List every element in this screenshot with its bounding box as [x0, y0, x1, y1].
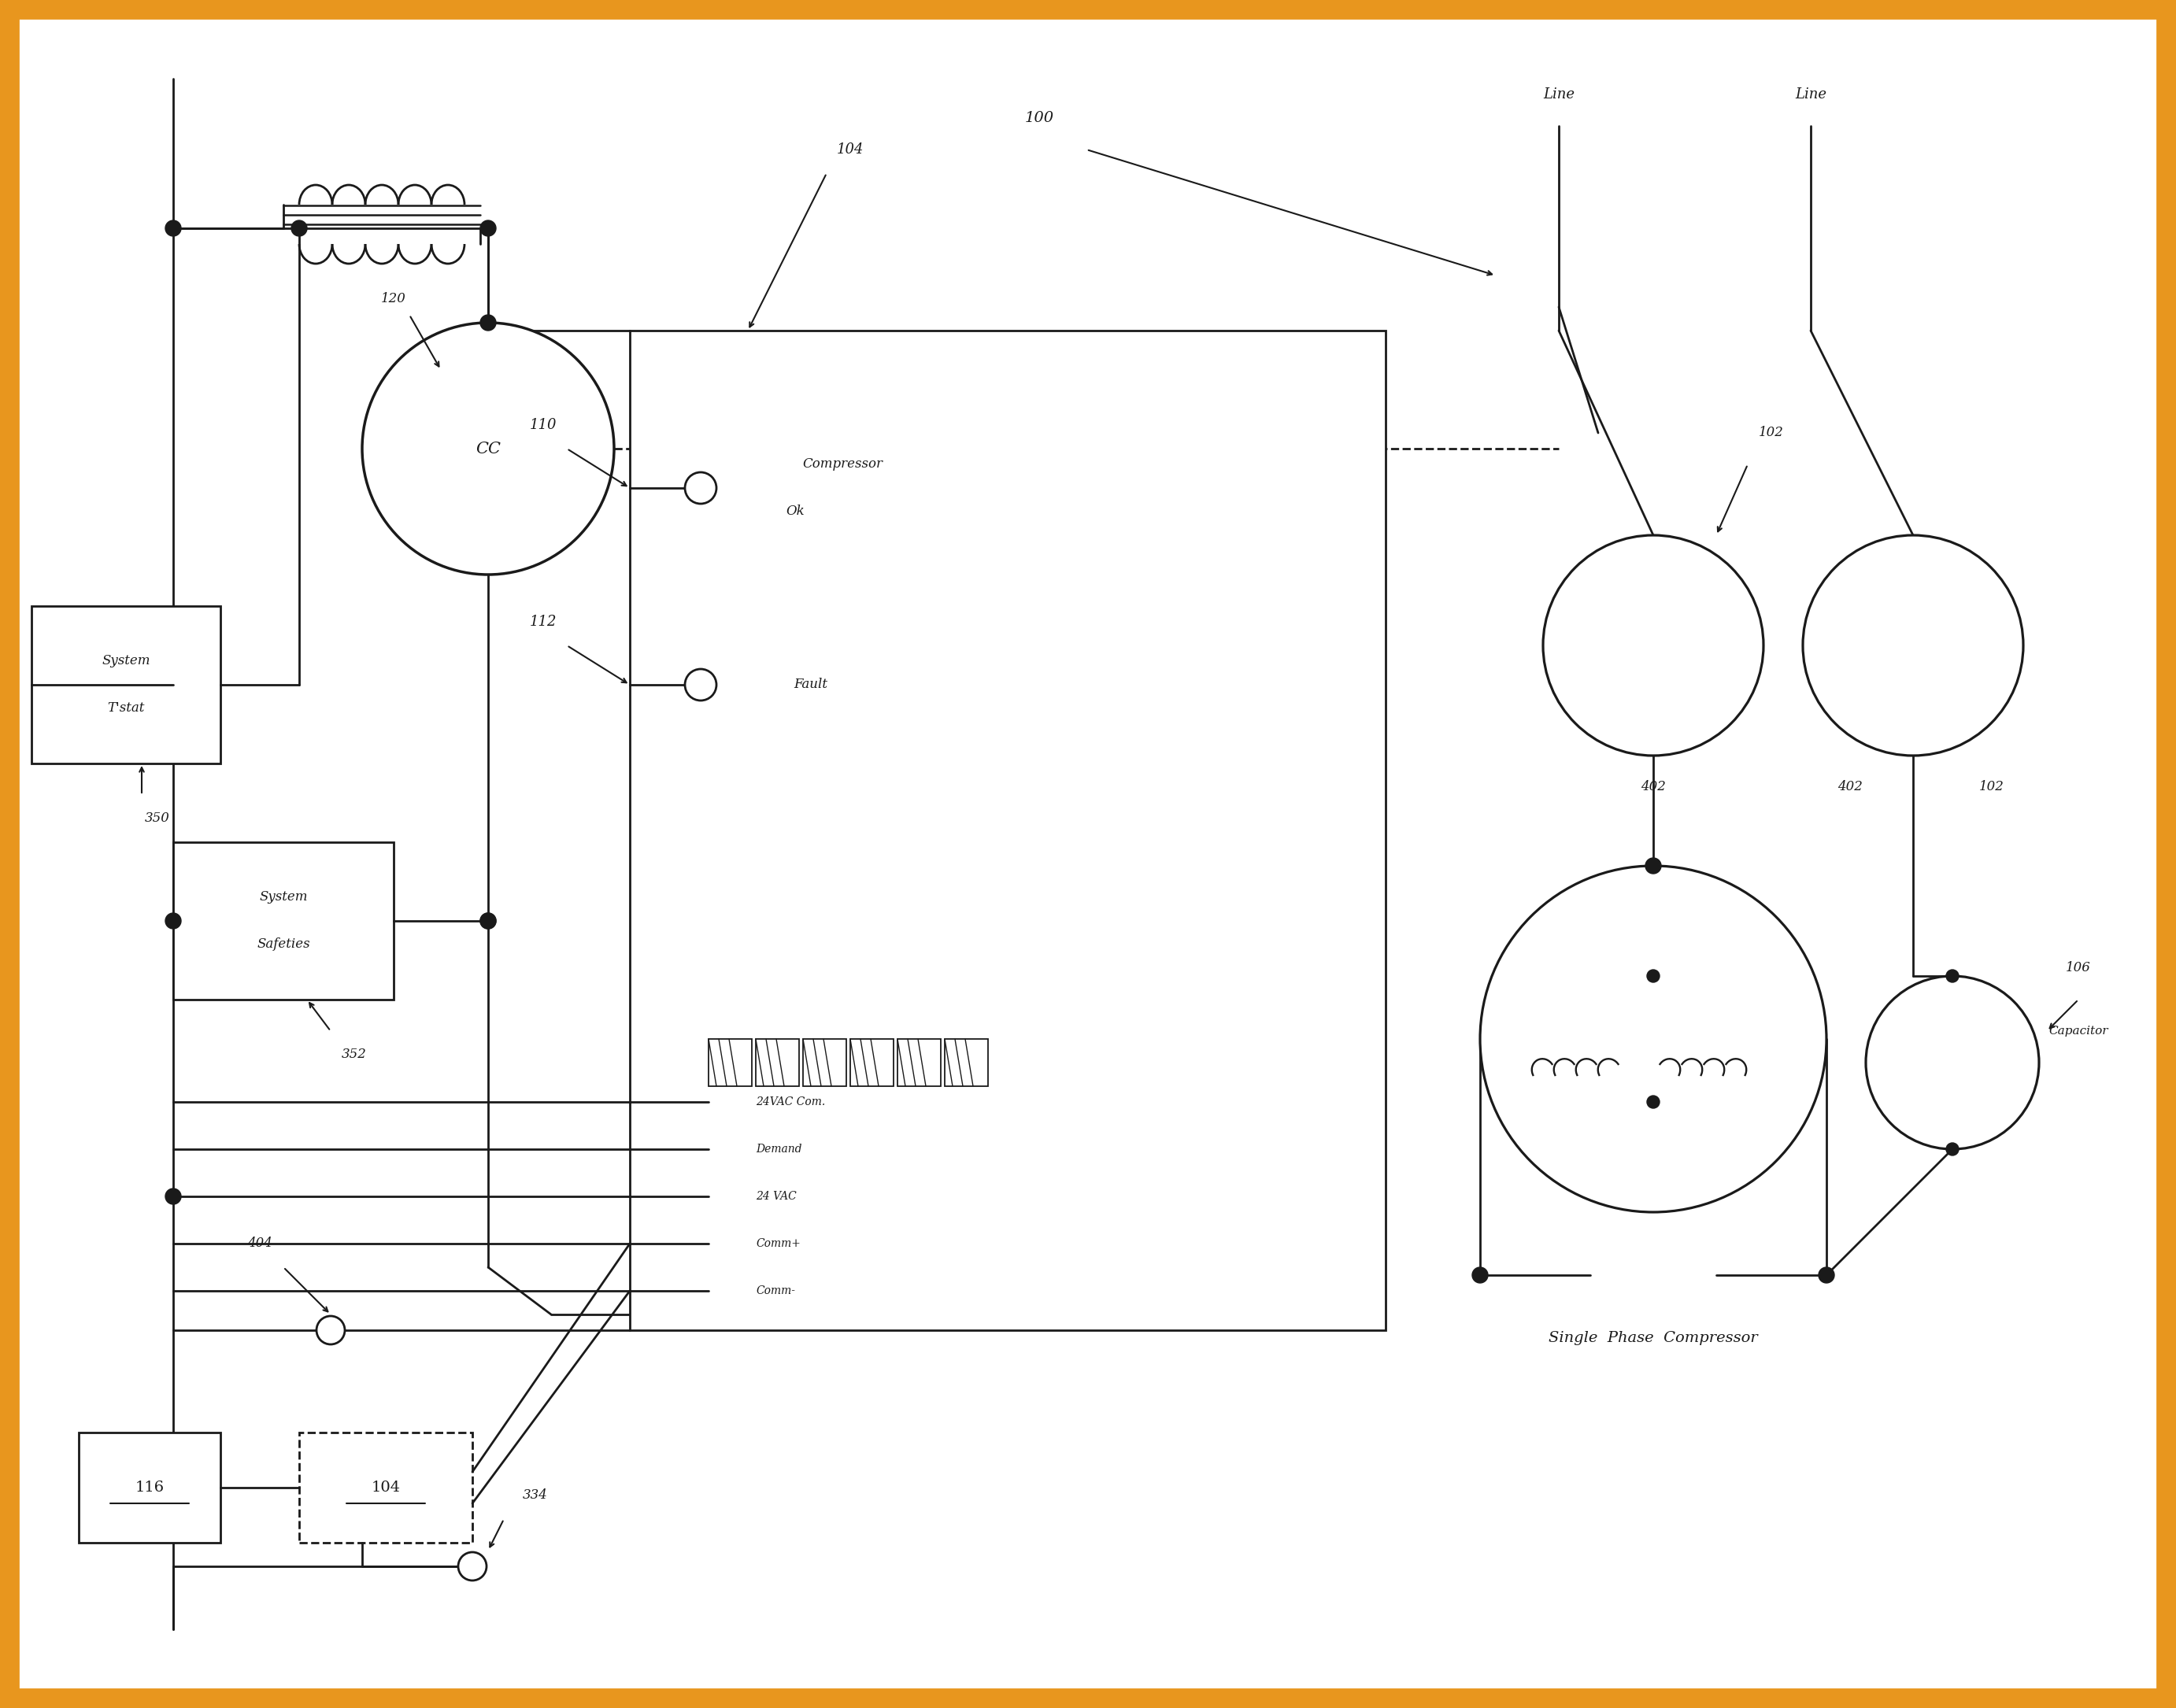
Text: Line: Line	[1543, 87, 1575, 101]
FancyBboxPatch shape	[709, 1038, 753, 1086]
Text: System: System	[102, 654, 150, 668]
Text: Line: Line	[1795, 87, 1826, 101]
Text: 24 VAC: 24 VAC	[755, 1190, 796, 1202]
FancyBboxPatch shape	[944, 1038, 988, 1086]
Text: 102: 102	[1980, 781, 2004, 794]
Text: System: System	[259, 890, 307, 904]
Text: 104: 104	[372, 1481, 400, 1494]
Circle shape	[1480, 866, 1826, 1213]
Text: 102: 102	[1758, 427, 1784, 439]
Text: 116: 116	[135, 1481, 163, 1494]
FancyBboxPatch shape	[15, 15, 2161, 1693]
Text: T'stat: T'stat	[107, 702, 144, 716]
Circle shape	[165, 220, 181, 236]
Circle shape	[1647, 970, 1660, 982]
Circle shape	[316, 1317, 344, 1344]
FancyBboxPatch shape	[174, 842, 394, 999]
Text: Ok: Ok	[786, 506, 805, 518]
Circle shape	[1473, 1267, 1488, 1283]
FancyBboxPatch shape	[897, 1038, 940, 1086]
Text: Fault: Fault	[794, 678, 827, 692]
Circle shape	[1819, 1267, 1834, 1283]
Circle shape	[165, 1189, 181, 1204]
Circle shape	[459, 1553, 487, 1580]
Text: Compressor: Compressor	[803, 458, 883, 471]
Text: Comm+: Comm+	[755, 1238, 801, 1249]
Circle shape	[361, 323, 614, 574]
Circle shape	[1543, 535, 1763, 755]
Text: 402: 402	[1641, 781, 1667, 794]
Circle shape	[292, 220, 307, 236]
FancyBboxPatch shape	[298, 1433, 472, 1542]
Text: 404: 404	[248, 1237, 272, 1250]
Text: 110: 110	[529, 418, 557, 432]
Circle shape	[1645, 857, 1660, 874]
Circle shape	[481, 914, 496, 929]
FancyBboxPatch shape	[30, 606, 220, 763]
Circle shape	[165, 914, 181, 929]
Text: Capacitor: Capacitor	[2048, 1025, 2109, 1037]
Circle shape	[1804, 535, 2024, 755]
Circle shape	[481, 914, 496, 929]
Circle shape	[1865, 975, 2039, 1149]
Text: Demand: Demand	[755, 1144, 801, 1155]
Text: 350: 350	[146, 811, 170, 825]
FancyBboxPatch shape	[755, 1038, 799, 1086]
Text: 104: 104	[836, 142, 864, 157]
FancyBboxPatch shape	[629, 331, 1386, 1331]
Text: Safeties: Safeties	[257, 938, 309, 951]
Circle shape	[1945, 970, 1958, 982]
Text: 120: 120	[381, 292, 407, 306]
Text: Comm-: Comm-	[755, 1286, 794, 1296]
Text: 402: 402	[1837, 781, 1863, 794]
FancyBboxPatch shape	[78, 1433, 220, 1542]
FancyBboxPatch shape	[1615, 921, 1693, 975]
FancyBboxPatch shape	[30, 31, 2146, 1677]
Text: Single  Phase  Compressor: Single Phase Compressor	[1549, 1331, 1758, 1346]
Circle shape	[481, 314, 496, 331]
Text: 352: 352	[342, 1049, 368, 1061]
FancyBboxPatch shape	[1874, 622, 1952, 670]
Text: 106: 106	[2065, 962, 2091, 975]
FancyBboxPatch shape	[851, 1038, 894, 1086]
FancyBboxPatch shape	[803, 1038, 846, 1086]
Text: 112: 112	[529, 615, 557, 629]
Circle shape	[1945, 1143, 1958, 1155]
Text: CC: CC	[477, 441, 500, 456]
Circle shape	[685, 471, 716, 504]
Text: 100: 100	[1025, 111, 1053, 125]
Text: 334: 334	[522, 1489, 548, 1501]
Text: 24VAC Com.: 24VAC Com.	[755, 1097, 825, 1107]
Circle shape	[685, 670, 716, 700]
Circle shape	[1647, 1095, 1660, 1108]
Circle shape	[481, 220, 496, 236]
FancyBboxPatch shape	[1615, 622, 1693, 670]
